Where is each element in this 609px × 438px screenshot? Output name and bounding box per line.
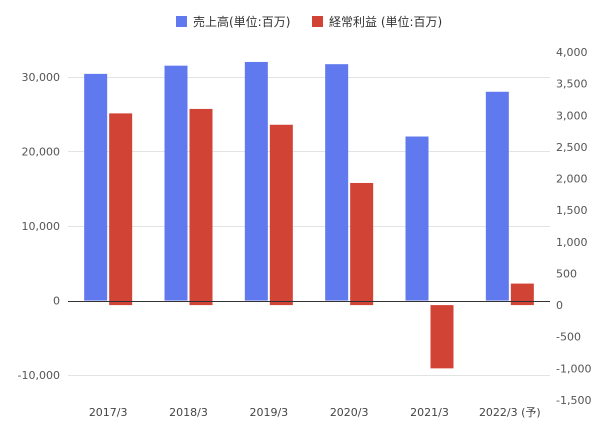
legend-label: 売上高(単位:百万) [193, 14, 290, 29]
sales-bar [325, 64, 349, 301]
right-tick-label: -1,000 [556, 362, 591, 375]
left-tick-label: -10,000 [18, 369, 60, 382]
profit-bar [350, 182, 374, 306]
right-tick-label: 3,000 [556, 109, 588, 122]
x-axis-ticks: 2017/3 2018/3 2019/3 2020/3 2021/3 2022/3 (予) [89, 406, 541, 419]
right-axis-ticks: -1,500 -1,000 -500 0 500 1,000 1,500 2,000 2,500… [556, 46, 591, 407]
right-tick-label: 4,000 [556, 46, 588, 59]
legend-swatch [176, 16, 187, 27]
profit-bar [510, 283, 534, 306]
profit-bar [430, 305, 454, 369]
right-tick-label: 0 [556, 299, 563, 312]
right-tick-label: 500 [556, 267, 577, 280]
right-tick-label: 3,500 [556, 78, 588, 91]
gridlines [68, 77, 550, 376]
right-tick-label: -1,500 [556, 394, 591, 407]
sales-bar [485, 91, 509, 301]
right-tick-label: -500 [556, 331, 581, 344]
legend-label: 経常利益 (単位:百万) [329, 14, 442, 29]
bars [84, 61, 534, 369]
right-tick-label: 1,000 [556, 236, 588, 249]
profit-bar [269, 124, 293, 306]
x-tick-label: 2022/3 (予) [479, 406, 541, 419]
sales-bar [244, 61, 268, 301]
profit-bar [109, 113, 133, 306]
left-tick-label: 10,000 [22, 220, 61, 233]
profit-bar [189, 108, 213, 306]
sales-bar [84, 73, 108, 301]
left-axis-ticks: -10,000 0 10,000 20,000 30,000 [18, 71, 60, 382]
left-tick-label: 0 [53, 295, 60, 308]
right-tick-label: 2,500 [556, 141, 588, 154]
sales-bar [164, 65, 188, 301]
x-tick-label: 2020/3 [330, 406, 369, 419]
right-tick-label: 2,000 [556, 173, 588, 186]
x-tick-label: 2018/3 [169, 406, 208, 419]
legend: 売上高(単位:百万) 経常利益 (単位:百万) [176, 14, 442, 29]
x-tick-label: 2021/3 [410, 406, 449, 419]
x-tick-label: 2017/3 [89, 406, 128, 419]
right-tick-label: 1,500 [556, 204, 588, 217]
sales-bar [405, 136, 429, 301]
left-tick-label: 30,000 [22, 71, 61, 84]
x-tick-label: 2019/3 [249, 406, 288, 419]
left-tick-label: 20,000 [22, 145, 61, 158]
legend-swatch [312, 16, 323, 27]
